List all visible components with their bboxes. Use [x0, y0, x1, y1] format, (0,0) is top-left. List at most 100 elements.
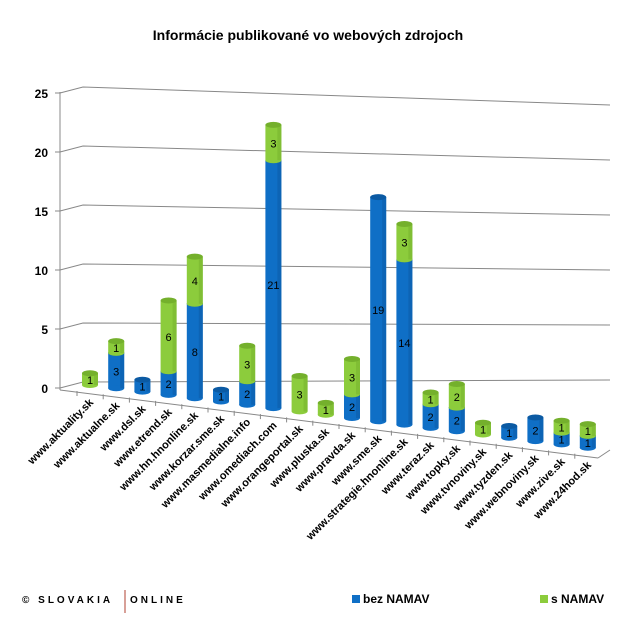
- data-label: 1: [139, 382, 145, 394]
- data-label: 1: [113, 343, 119, 355]
- bar-segment: [553, 420, 570, 433]
- bar-segment: [317, 402, 334, 415]
- bar-segment-top: [475, 419, 491, 426]
- data-label: 1: [218, 392, 224, 404]
- data-label: 3: [113, 367, 119, 379]
- bar-segment: [475, 422, 491, 435]
- bar-shade: [539, 417, 544, 442]
- data-label: 19: [372, 305, 384, 317]
- legend-swatch-bez-namav: [352, 595, 360, 603]
- bar-group: 2: [527, 414, 544, 445]
- bar-segment-top: [186, 253, 203, 260]
- gridline: [59, 204, 611, 216]
- bar-segment-top: [317, 399, 334, 406]
- data-label: 1: [480, 425, 486, 437]
- bar-segment-top: [370, 194, 387, 201]
- bar-shade: [198, 256, 203, 304]
- bar-segment: [579, 435, 596, 448]
- data-label: 1: [506, 428, 512, 440]
- bar-segment-top: [265, 121, 282, 128]
- floor-right-edge: [597, 449, 611, 459]
- bar-group: 1: [213, 386, 229, 405]
- gridline: [59, 322, 611, 330]
- data-label: 2: [454, 392, 460, 404]
- data-label: 1: [559, 423, 565, 435]
- bar-shade: [120, 352, 125, 389]
- bar-group: 84: [186, 253, 203, 402]
- bar-group: 1: [134, 376, 151, 395]
- gridline: [59, 145, 611, 161]
- bar-group: 11: [579, 421, 596, 451]
- data-label: 3: [270, 139, 276, 151]
- bar-group: 23: [239, 342, 256, 408]
- bar-group: 1: [475, 419, 491, 438]
- bar-segment-top: [134, 376, 151, 383]
- data-label: 2: [349, 402, 355, 414]
- data-label: 3: [401, 238, 407, 250]
- bar-group: 14 3: [396, 221, 413, 428]
- bar-segment-top: [527, 414, 544, 421]
- data-label: 3: [244, 360, 250, 372]
- bar-shade: [172, 300, 177, 372]
- y-tick-label: 15: [35, 205, 49, 219]
- bar-segment-top: [501, 423, 518, 429]
- data-label: 3: [297, 390, 303, 402]
- gridline: [59, 86, 611, 106]
- data-label: 1: [585, 426, 591, 438]
- bar-shade: [565, 432, 570, 445]
- bar-shade: [408, 259, 413, 425]
- bar-shade: [277, 160, 282, 409]
- y-tick-label: 20: [35, 146, 49, 160]
- bar-segment: [501, 426, 518, 438]
- bar-segment: [82, 373, 98, 385]
- bar-segment-top: [213, 386, 229, 393]
- data-label: 8: [192, 347, 198, 359]
- bar-shade: [591, 435, 596, 448]
- legend-label-bez-namav: bez NAMAV: [363, 592, 429, 606]
- gridline: [59, 263, 611, 271]
- bar-shade: [434, 404, 439, 428]
- bar-shade: [303, 376, 308, 412]
- logo-text-right: ONLINE: [130, 595, 186, 606]
- data-label: 1: [323, 405, 329, 417]
- bar-segment: [579, 424, 596, 436]
- bar-segment: [108, 341, 125, 353]
- bar-shade: [172, 371, 177, 395]
- bar-segment: [553, 432, 570, 445]
- bar-shade: [120, 341, 125, 353]
- data-label: 14: [398, 338, 410, 350]
- bar-shade: [146, 379, 151, 392]
- bar-segment-top: [553, 417, 570, 424]
- bar-group: 3: [291, 373, 308, 415]
- bar-segment-top: [579, 421, 596, 428]
- floor-front-edge: [59, 389, 599, 459]
- bar-segment-top: [239, 342, 256, 349]
- data-label: 1: [87, 375, 93, 387]
- bar-segment-top: [108, 338, 125, 345]
- bar-shade: [591, 424, 596, 436]
- bar-shade: [356, 359, 360, 395]
- bar-shade: [277, 124, 282, 161]
- bar-shade: [251, 381, 256, 405]
- gridlines: [55, 86, 611, 459]
- bar-shade: [460, 384, 465, 408]
- bar-segment-top: [291, 373, 308, 379]
- data-label: 1: [428, 394, 434, 406]
- bar-shade: [460, 407, 465, 432]
- bar-group: 1: [501, 423, 518, 441]
- bar-segment-top: [448, 381, 465, 387]
- data-label: 2: [166, 379, 172, 391]
- y-tick-label: 5: [41, 323, 48, 337]
- bar-group: 31: [108, 338, 125, 392]
- legend-label-s-namav: s NAMAV: [551, 592, 604, 606]
- legend: bez NAMAV s NAMAV: [352, 592, 604, 606]
- y-tick-label: 0: [41, 382, 48, 396]
- bar-shade: [408, 224, 413, 260]
- bar-segment: [134, 379, 151, 392]
- data-label: 2: [532, 425, 538, 437]
- data-label: 6: [166, 332, 172, 344]
- bar-group: 21 3: [265, 121, 282, 412]
- bar-segment-top: [422, 389, 439, 396]
